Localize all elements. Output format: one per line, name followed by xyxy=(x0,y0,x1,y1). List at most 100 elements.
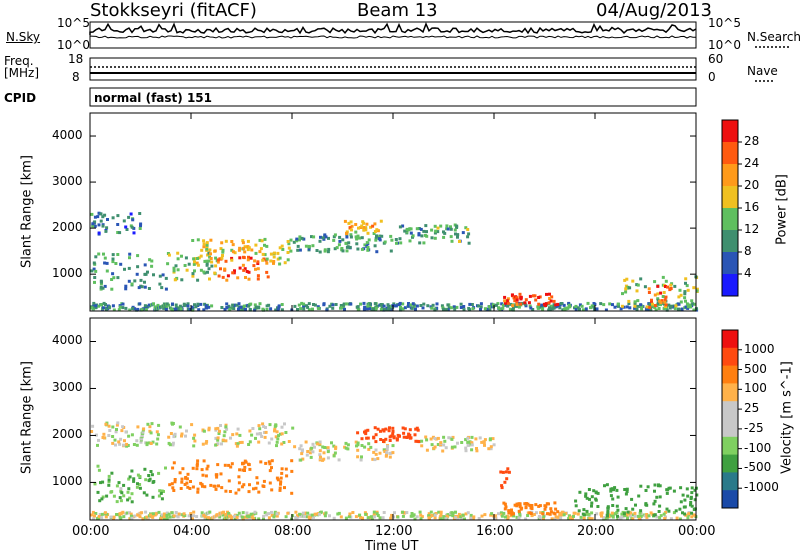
heatmap-cell xyxy=(172,461,176,465)
heatmap-cell xyxy=(418,510,422,514)
heatmap-cell xyxy=(172,266,176,270)
heatmap-cell xyxy=(323,446,327,449)
heatmap-cell xyxy=(636,283,640,287)
heatmap-cell xyxy=(681,493,685,497)
heatmap-cell xyxy=(111,435,115,438)
heatmap-cell xyxy=(685,302,689,306)
heatmap-cell xyxy=(221,250,225,254)
heatmap-cell xyxy=(138,486,142,490)
heatmap-cell xyxy=(359,302,363,306)
heatmap-cell xyxy=(443,439,447,443)
heatmap-cell xyxy=(187,262,191,266)
heatmap-cell xyxy=(479,305,483,309)
heatmap-cell xyxy=(235,516,239,519)
heatmap-cell xyxy=(125,444,129,448)
heatmap-cell xyxy=(446,303,450,307)
heatmap-cell xyxy=(141,430,145,434)
heatmap-cell xyxy=(299,458,303,462)
heatmap-cell xyxy=(93,224,97,228)
heatmap-cell xyxy=(689,305,692,309)
heatmap-cell xyxy=(290,459,294,463)
heatmap-cell xyxy=(540,303,544,307)
heatmap-cell xyxy=(312,515,315,519)
heatmap-cell xyxy=(611,497,615,501)
heatmap-cell xyxy=(236,427,240,431)
heatmap-cell xyxy=(420,234,424,238)
heatmap-cell xyxy=(448,513,452,517)
heatmap-cell xyxy=(233,269,236,273)
heatmap-cell xyxy=(112,517,115,521)
heatmap-cell xyxy=(238,256,242,260)
heatmap-cell xyxy=(130,469,134,473)
heatmap-cell xyxy=(146,270,149,274)
heatmap-cell xyxy=(501,470,505,474)
heatmap-cell xyxy=(662,512,666,516)
ytick-label: 1000 xyxy=(52,474,83,489)
heatmap-cell xyxy=(258,250,262,254)
heatmap-cell xyxy=(296,244,300,248)
heatmap-cell xyxy=(256,260,260,264)
heatmap-cell xyxy=(399,241,403,245)
heatmap-cell xyxy=(273,429,276,433)
heatmap-cell xyxy=(274,308,278,312)
heatmap-cell xyxy=(226,306,230,310)
heatmap-cell xyxy=(182,304,186,308)
heatmap-cell xyxy=(306,511,310,515)
heatmap-cell xyxy=(247,270,251,274)
heatmap-cell xyxy=(207,305,211,309)
heatmap-cell xyxy=(380,303,384,307)
heatmap-cell xyxy=(94,512,98,515)
heatmap-cell xyxy=(655,495,659,499)
heatmap-cell xyxy=(569,516,573,520)
heatmap-cell xyxy=(173,432,177,436)
heatmap-cell xyxy=(477,517,481,520)
heatmap-cell xyxy=(300,452,304,456)
heatmap-cell xyxy=(115,428,118,431)
heatmap-cell xyxy=(169,432,173,435)
heatmap-cell xyxy=(243,245,247,249)
colorbar-tick-label: 25 xyxy=(744,401,760,416)
heatmap-cell xyxy=(192,510,196,514)
heatmap-cell xyxy=(139,222,143,226)
heatmap-cell xyxy=(577,509,581,513)
heatmap-cell xyxy=(383,450,387,453)
heatmap-cell xyxy=(111,253,115,257)
heatmap-cell xyxy=(523,301,527,305)
heatmap-cell xyxy=(258,238,262,242)
heatmap-cell xyxy=(331,306,335,310)
heatmap-cell xyxy=(164,466,167,470)
heatmap-cell xyxy=(506,517,510,521)
heatmap-cell xyxy=(332,238,336,242)
heatmap-cell xyxy=(220,256,224,260)
heatmap-cell xyxy=(210,304,214,308)
heatmap-cell xyxy=(578,307,581,311)
heatmap-cell xyxy=(202,429,206,433)
heatmap-cell xyxy=(675,516,679,520)
heatmap-cell xyxy=(217,484,220,488)
heatmap-cell xyxy=(252,517,255,521)
heatmap-cell xyxy=(192,436,196,440)
heatmap-cell xyxy=(129,212,133,216)
heatmap-cell xyxy=(138,302,142,306)
heatmap-cell xyxy=(361,220,365,224)
heatmap-cell xyxy=(459,302,463,306)
heatmap-cell xyxy=(419,513,423,517)
heatmap-cell xyxy=(658,516,662,520)
heatmap-cell xyxy=(242,246,246,250)
heatmap-cell xyxy=(313,512,317,516)
heatmap-cell xyxy=(422,241,426,245)
heatmap-cell xyxy=(684,299,687,303)
heatmap-cell xyxy=(515,298,519,302)
heatmap-cell xyxy=(316,442,320,446)
heatmap-cell xyxy=(275,512,279,516)
heatmap-cell xyxy=(515,296,519,300)
heatmap-cell xyxy=(208,248,212,252)
heatmap-cell xyxy=(301,448,304,452)
heatmap-cell xyxy=(224,425,228,429)
heatmap-cell xyxy=(690,511,694,515)
heatmap-cell xyxy=(151,480,155,484)
heatmap-cell xyxy=(130,516,134,520)
heatmap-cell xyxy=(646,485,650,489)
heatmap-cell xyxy=(664,279,668,283)
heatmap-cell xyxy=(263,237,267,241)
